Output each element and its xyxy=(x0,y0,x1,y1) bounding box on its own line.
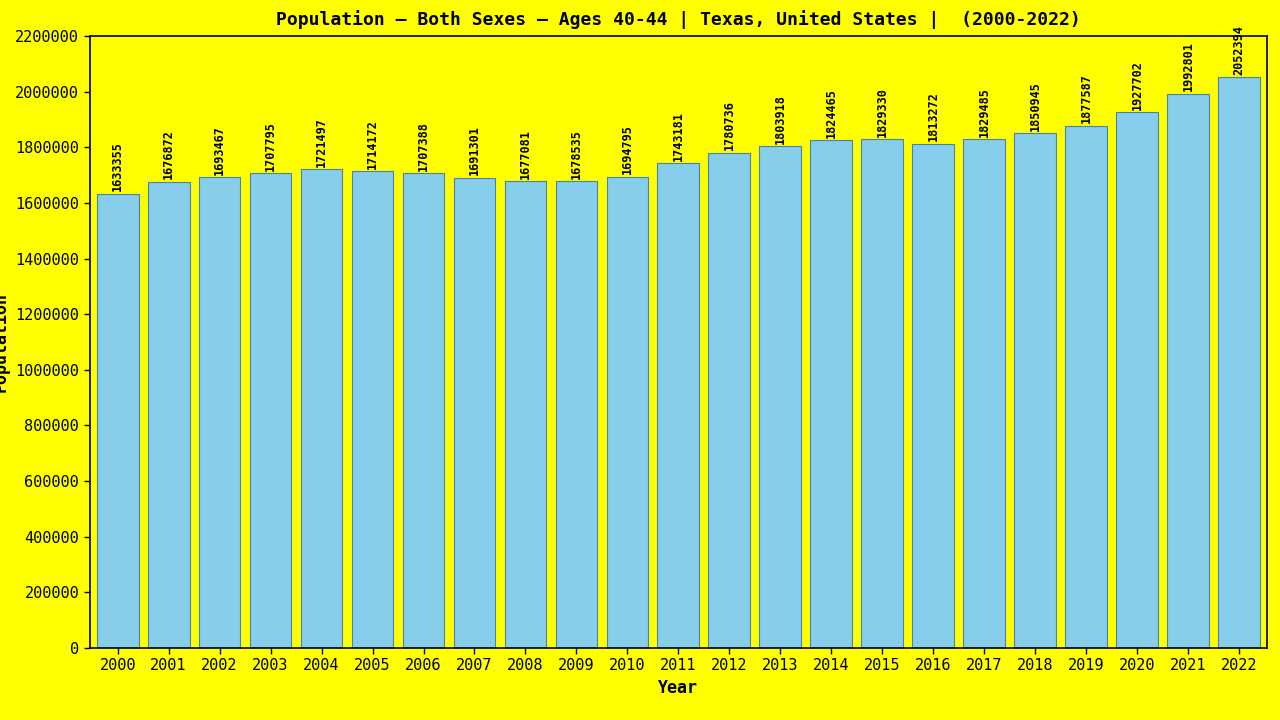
Text: 1691301: 1691301 xyxy=(468,125,481,175)
Bar xyxy=(708,153,750,648)
Text: 1829485: 1829485 xyxy=(978,87,991,137)
Text: 1693467: 1693467 xyxy=(212,125,227,175)
Bar xyxy=(1065,126,1107,648)
Bar xyxy=(658,163,699,648)
Text: 1803918: 1803918 xyxy=(774,94,787,144)
Bar xyxy=(97,194,138,648)
Bar xyxy=(759,146,801,648)
Bar xyxy=(964,139,1005,648)
Bar xyxy=(198,177,241,648)
Bar xyxy=(1116,112,1158,648)
Bar xyxy=(352,171,393,648)
Text: 1743181: 1743181 xyxy=(672,111,685,161)
Bar xyxy=(1014,133,1056,648)
Bar xyxy=(913,143,954,648)
Text: 1992801: 1992801 xyxy=(1181,42,1194,91)
Bar xyxy=(403,173,444,648)
Text: 1721497: 1721497 xyxy=(315,117,328,167)
Text: 1676872: 1676872 xyxy=(163,130,175,179)
Bar xyxy=(607,176,649,648)
Text: 1927702: 1927702 xyxy=(1130,60,1144,109)
Bar xyxy=(556,181,598,648)
Bar xyxy=(147,181,189,648)
Text: 1780736: 1780736 xyxy=(723,101,736,150)
Text: 1633355: 1633355 xyxy=(111,142,124,192)
Bar xyxy=(1167,94,1210,648)
Bar xyxy=(453,178,495,648)
Bar xyxy=(1219,77,1260,648)
Bar xyxy=(810,140,852,648)
Y-axis label: Population: Population xyxy=(0,292,10,392)
Title: Population – Both Sexes – Ages 40-44 | Texas, United States |  (2000-2022): Population – Both Sexes – Ages 40-44 | T… xyxy=(276,10,1080,29)
Text: 1707795: 1707795 xyxy=(264,121,276,171)
Bar xyxy=(504,181,547,648)
Bar xyxy=(861,139,904,648)
Text: 1677081: 1677081 xyxy=(518,130,532,179)
Text: 2052394: 2052394 xyxy=(1233,25,1245,75)
Text: 1813272: 1813272 xyxy=(927,91,940,141)
Text: 1877587: 1877587 xyxy=(1080,73,1093,123)
Bar xyxy=(250,173,292,648)
Bar xyxy=(301,169,343,648)
Text: 1824465: 1824465 xyxy=(824,89,838,138)
Text: 1829330: 1829330 xyxy=(876,87,888,137)
Text: 1850945: 1850945 xyxy=(1029,81,1042,131)
Text: 1707388: 1707388 xyxy=(417,121,430,171)
Text: 1694795: 1694795 xyxy=(621,125,634,174)
X-axis label: Year: Year xyxy=(658,679,699,697)
Text: 1678535: 1678535 xyxy=(570,129,582,179)
Text: 1714172: 1714172 xyxy=(366,119,379,169)
